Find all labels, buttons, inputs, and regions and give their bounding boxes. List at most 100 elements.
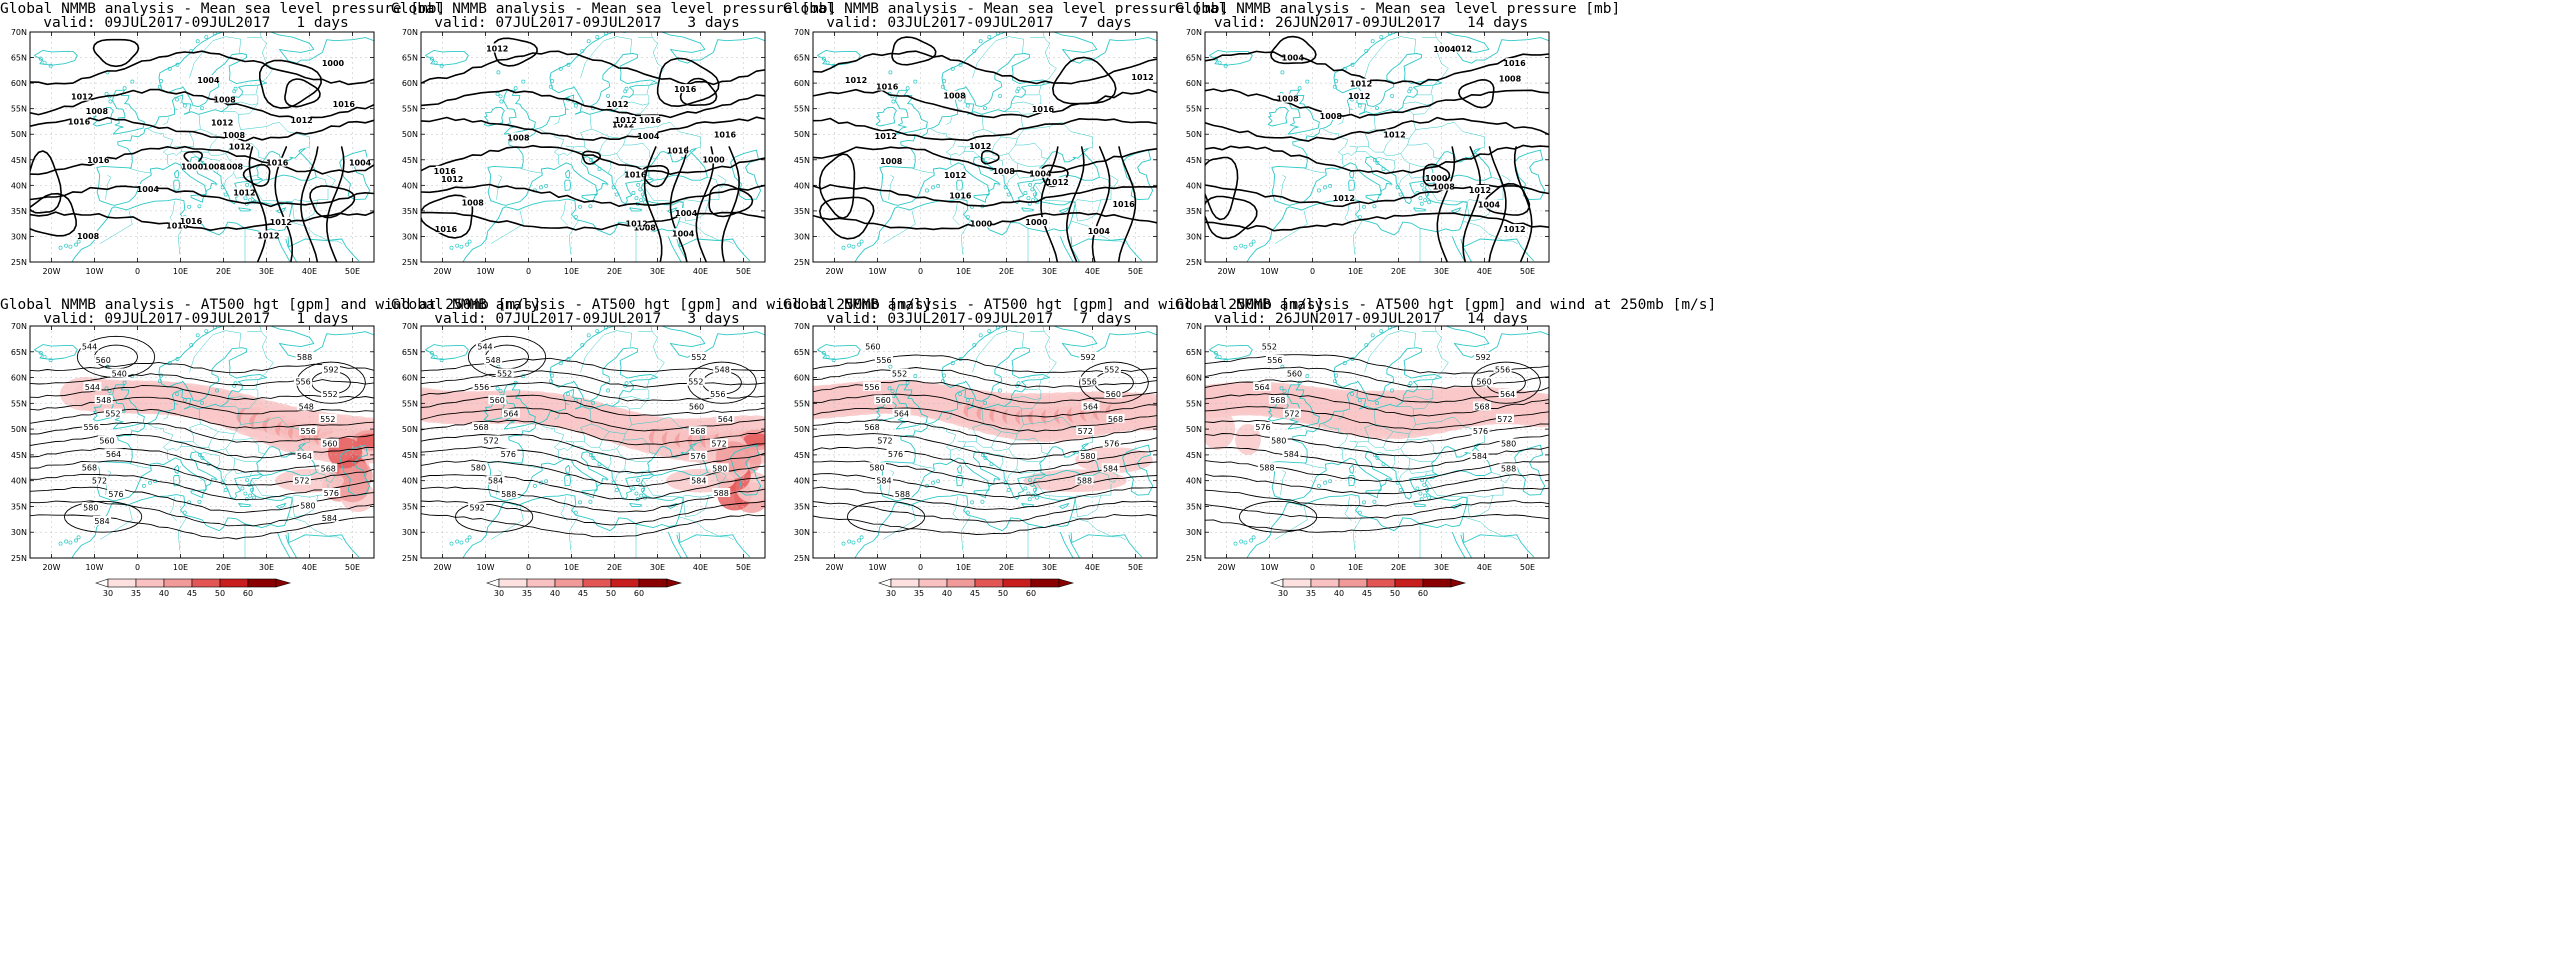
contour-label: 1008 [1433, 182, 1456, 191]
contour-label: 556 [1082, 378, 1097, 387]
contour-label: 564 [503, 410, 518, 419]
y-tick-label: 35N [402, 207, 418, 216]
y-tick-label: 65N [402, 54, 418, 63]
x-tick-label: 30E [650, 267, 665, 276]
contour-label: 1012 [1131, 73, 1153, 82]
contour-line [891, 36, 937, 66]
contour-label: 588 [297, 353, 312, 362]
contour-label: 568 [1108, 415, 1123, 424]
contour-line [1205, 406, 1549, 431]
contour-line [248, 146, 268, 262]
colorbar-bin [918, 578, 948, 588]
contour-label: 552 [892, 369, 907, 378]
y-tick-label: 40N [1186, 477, 1202, 486]
axes: 70N 65N 60N 55N 50N 45N 40N 35N 30N 25N 20W 10W 0 10E… [11, 28, 374, 276]
contour-label: 576 [888, 450, 903, 459]
contour-label: 1008 [223, 131, 246, 140]
y-tick-label: 70N [794, 322, 810, 331]
x-tick-label: 10E [173, 267, 188, 276]
islands [821, 326, 1039, 546]
y-tick-label: 65N [794, 348, 810, 357]
axes: 70N 65N 60N 55N 50N 45N 40N 35N 30N 25N 20W 10W 0 10E… [794, 28, 1157, 276]
contour-label: 1008 [213, 95, 236, 104]
colorbar-bin [638, 578, 668, 588]
y-tick-label: 35N [402, 502, 418, 511]
y-tick-label: 40N [402, 477, 418, 486]
contour-line [1436, 146, 1456, 262]
y-tick-label: 60N [11, 79, 27, 88]
isobars [1205, 35, 1549, 262]
contour-line [656, 57, 720, 107]
x-tick-label: 10W [868, 267, 886, 276]
contour-label: 1016 [87, 156, 110, 165]
contour-label: 1004 [1478, 200, 1501, 209]
y-tick-label: 25N [11, 258, 27, 267]
contour-labels: 1008 1012 1008 1004 1000 1016 1012 1012 1016 1016… [845, 72, 1154, 236]
contour-label: 1016 [714, 130, 737, 139]
y-tick-label: 50N [11, 425, 27, 434]
x-tick-label: 50E [1520, 267, 1535, 276]
contour-line [30, 385, 374, 401]
contour-line [1205, 195, 1258, 240]
contour-line [30, 373, 374, 387]
contour-label: 560 [322, 440, 337, 449]
contour-line [30, 460, 374, 486]
contour-line [421, 211, 765, 231]
map-plot: 5445605405445485525565605645685725765805… [11, 322, 375, 598]
contour-line [92, 38, 140, 68]
contour-label: 1008 [1499, 75, 1522, 84]
y-tick-label: 25N [11, 554, 27, 563]
y-tick-label: 60N [794, 79, 810, 88]
contour-line [421, 459, 765, 487]
contour-label: 556 [474, 383, 489, 392]
y-tick-label: 60N [1186, 374, 1202, 383]
x-tick-label: 50E [345, 563, 360, 572]
contour-label: 1016 [1032, 105, 1055, 114]
contour-label: 1012 [1348, 92, 1370, 101]
contour-label: 572 [1497, 415, 1512, 424]
plot-frame [812, 325, 1158, 559]
contour-label: 580 [300, 501, 315, 510]
contour-label: 1012 [257, 231, 279, 240]
contour-label: 580 [1271, 436, 1286, 445]
contour-label: 580 [869, 463, 884, 472]
y-tick-label: 60N [11, 374, 27, 383]
contour-label: 1016 [639, 116, 662, 125]
contour-labels: 5445485525565605645685725765805845885925… [468, 341, 735, 512]
contour-line [30, 514, 374, 540]
colorbar-tick-label: 50 [1390, 589, 1400, 598]
contour-label: 1016 [434, 167, 457, 176]
contour-label: 564 [894, 410, 909, 419]
contour-line [813, 433, 1157, 460]
contour-label: 556 [295, 378, 310, 387]
x-tick-label: 10W [868, 563, 886, 572]
axes: 70N 65N 60N 55N 50N 45N 40N 35N 30N 25N 20W 10W 0 10E… [402, 322, 765, 572]
contour-line [1205, 50, 1549, 86]
x-tick-label: 10W [476, 267, 494, 276]
contour-label: 1004 [637, 132, 660, 141]
y-tick-label: 55N [402, 399, 418, 408]
contour-line [813, 117, 1157, 142]
y-tick-label: 65N [402, 348, 418, 357]
y-tick-label: 45N [11, 451, 27, 460]
contour-label: 1016 [68, 117, 91, 126]
z500-panel: Global NMMB analysis - AT500 hgt [gpm] a… [1175, 0, 1716, 960]
contour-label: 1012 [612, 120, 634, 129]
contour-label: 560 [96, 356, 111, 365]
map-plot: 1004100810081004101210121016101610161016… [402, 28, 766, 276]
map-plot: 5445485525565605645685725765805845885925… [402, 322, 766, 598]
graticule [813, 32, 1157, 262]
contour-line [1066, 146, 1085, 262]
y-tick-label: 35N [1186, 207, 1202, 216]
x-tick-label: 10E [564, 267, 579, 276]
colorbar: 30 35 40 45 50 60 [878, 578, 1075, 598]
y-tick-label: 55N [11, 105, 27, 114]
x-tick-label: 10W [1260, 267, 1278, 276]
x-tick-label: 20E [216, 563, 231, 572]
contour-label: 548 [715, 365, 730, 374]
contour-line [813, 419, 1157, 445]
x-tick-label: 20E [607, 563, 622, 572]
contour-line [1205, 354, 1549, 375]
colorbar-bin [247, 578, 277, 588]
contour-label: 1004 [1433, 45, 1456, 54]
